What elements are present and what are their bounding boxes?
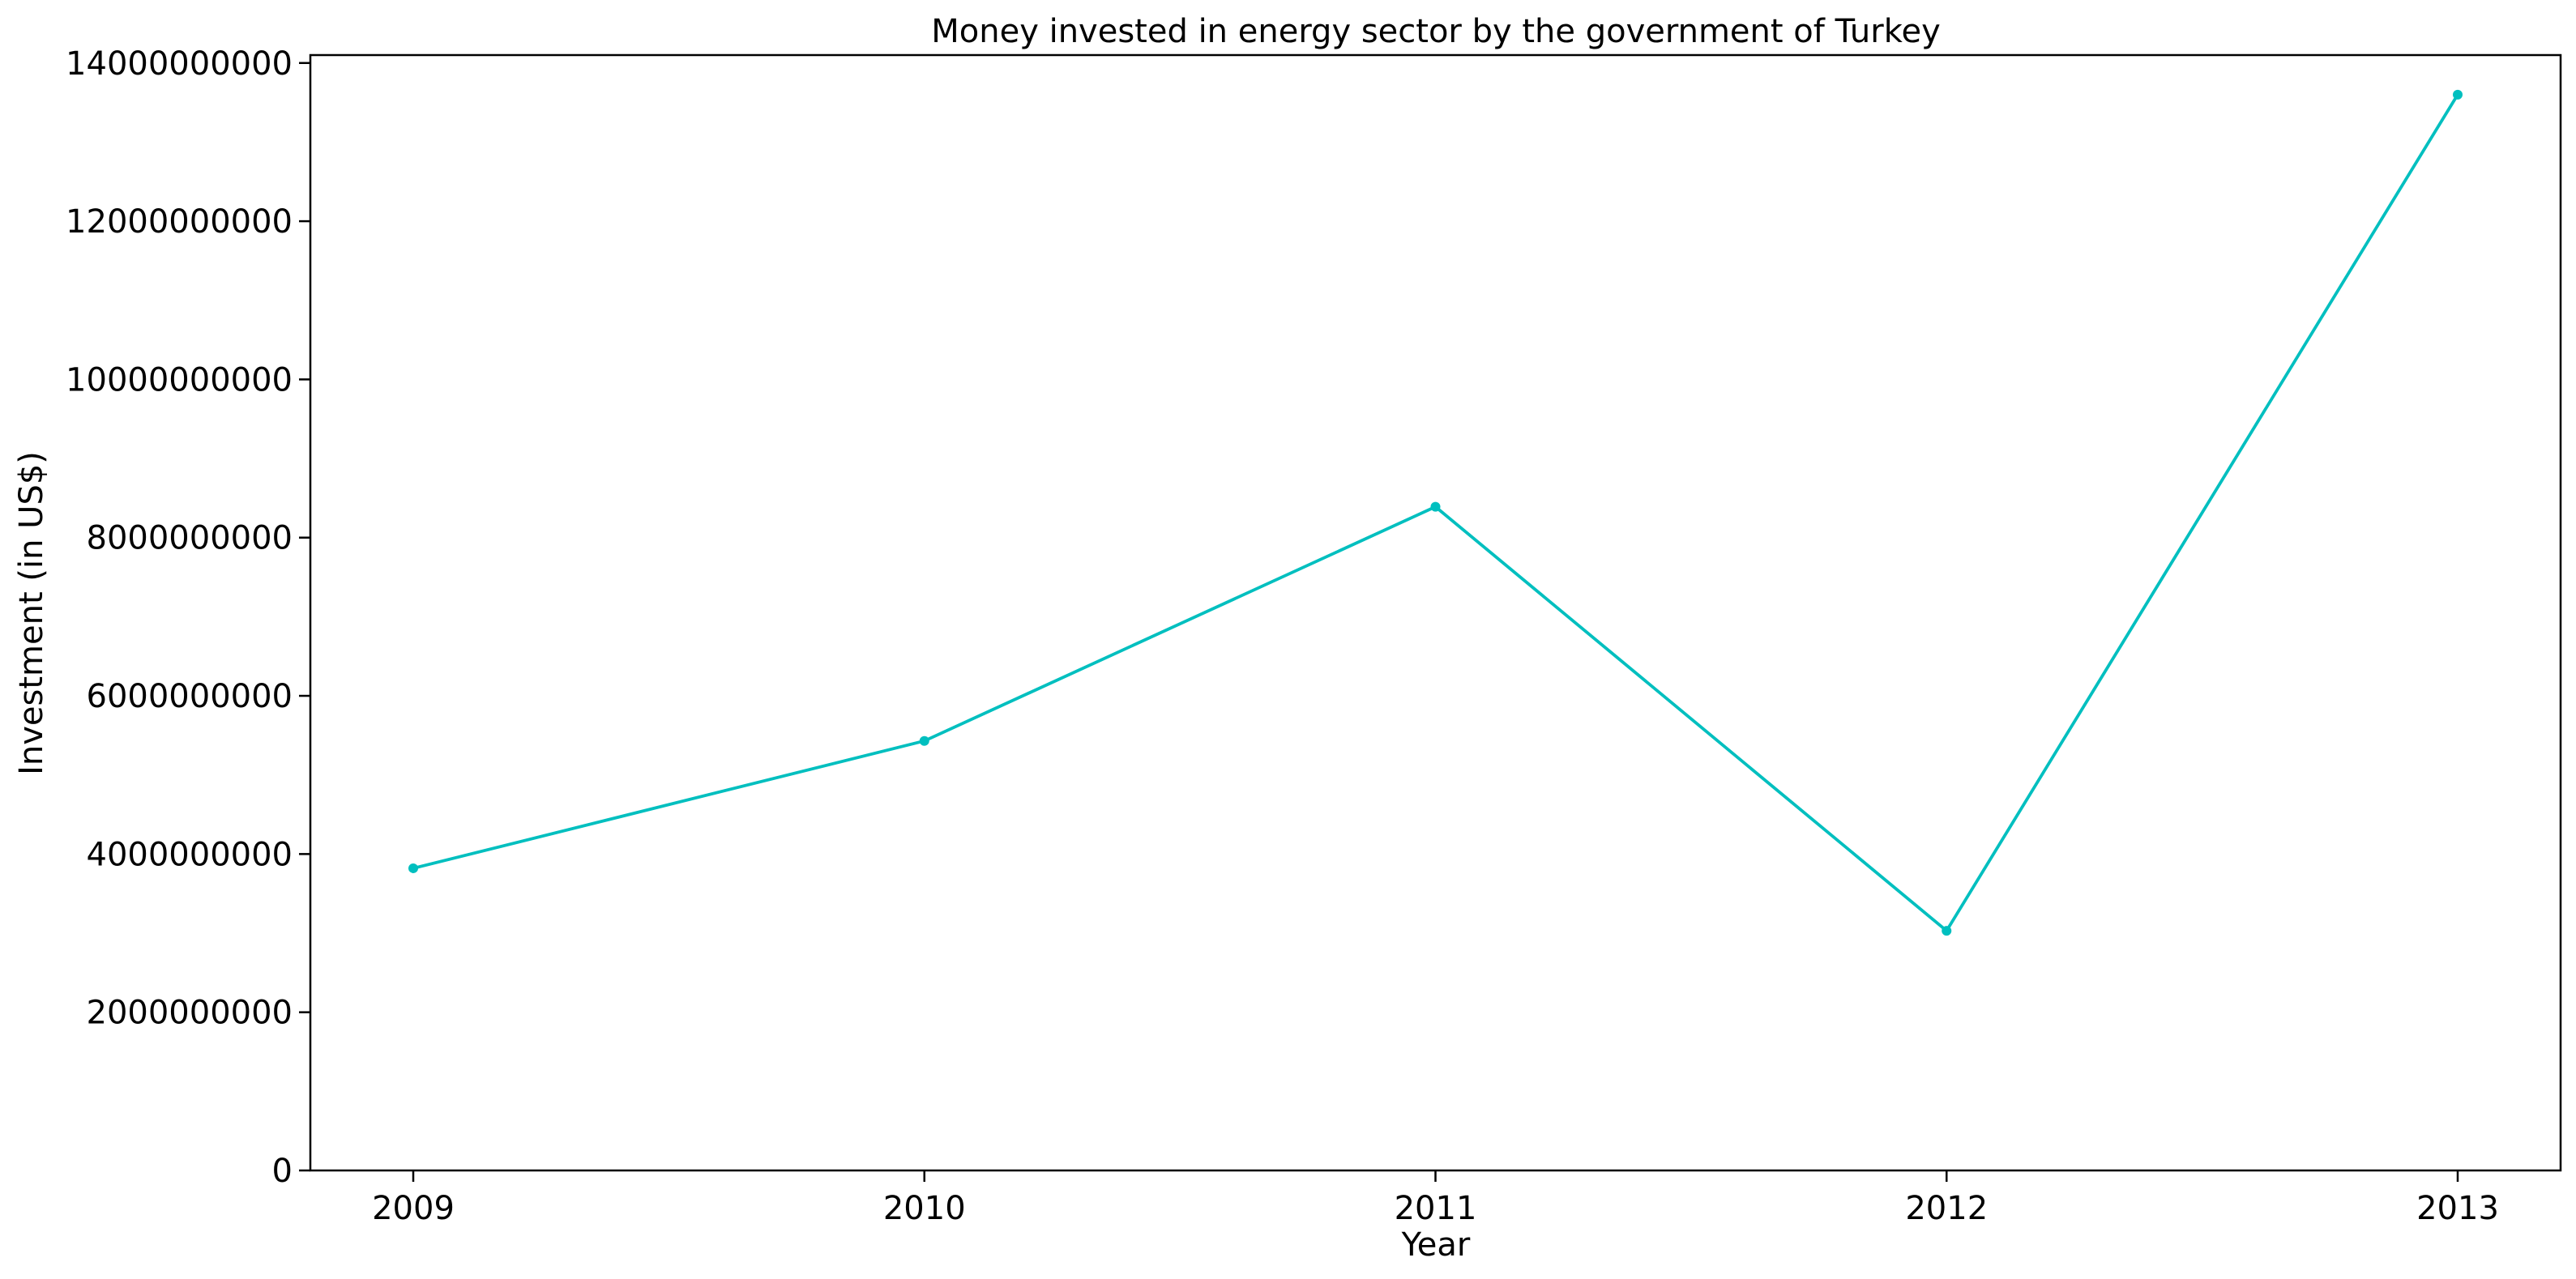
data-point [1942, 926, 1952, 936]
y-tick-label: 12000000000 [66, 203, 293, 241]
x-tick-label: 2009 [372, 1190, 455, 1227]
x-tick-label: 2012 [1905, 1190, 1988, 1227]
y-tick-label: 10000000000 [66, 361, 293, 399]
x-tick-label: 2013 [2416, 1190, 2499, 1227]
x-tick-label: 2010 [883, 1190, 966, 1227]
y-tick-label: 6000000000 [87, 678, 293, 715]
y-tick-label: 8000000000 [87, 520, 293, 557]
y-axis-label: Investment (in US$) [13, 451, 50, 775]
plot-area-frame [309, 53, 2562, 1172]
y-tick-label: 4000000000 [87, 836, 293, 873]
y-axis-ticks: 0 2000000000 4000000000 6000000000 800000000… [66, 45, 310, 1190]
series-group [408, 89, 2463, 936]
x-axis-label: Year [1401, 1226, 1471, 1264]
y-tick-label: 2000000000 [87, 995, 293, 1032]
data-point [408, 863, 418, 873]
data-point [2453, 89, 2463, 100]
x-tick-label: 2011 [1395, 1190, 1477, 1227]
data-point [1430, 501, 1441, 512]
data-point [919, 735, 929, 746]
chart-title: Money invested in energy sector by the g… [931, 13, 1941, 50]
y-tick-label: 14000000000 [66, 45, 293, 83]
x-axis-ticks: 2009 2010 2011 2012 2013 [372, 1170, 2499, 1227]
y-tick-label: 0 [272, 1153, 293, 1190]
